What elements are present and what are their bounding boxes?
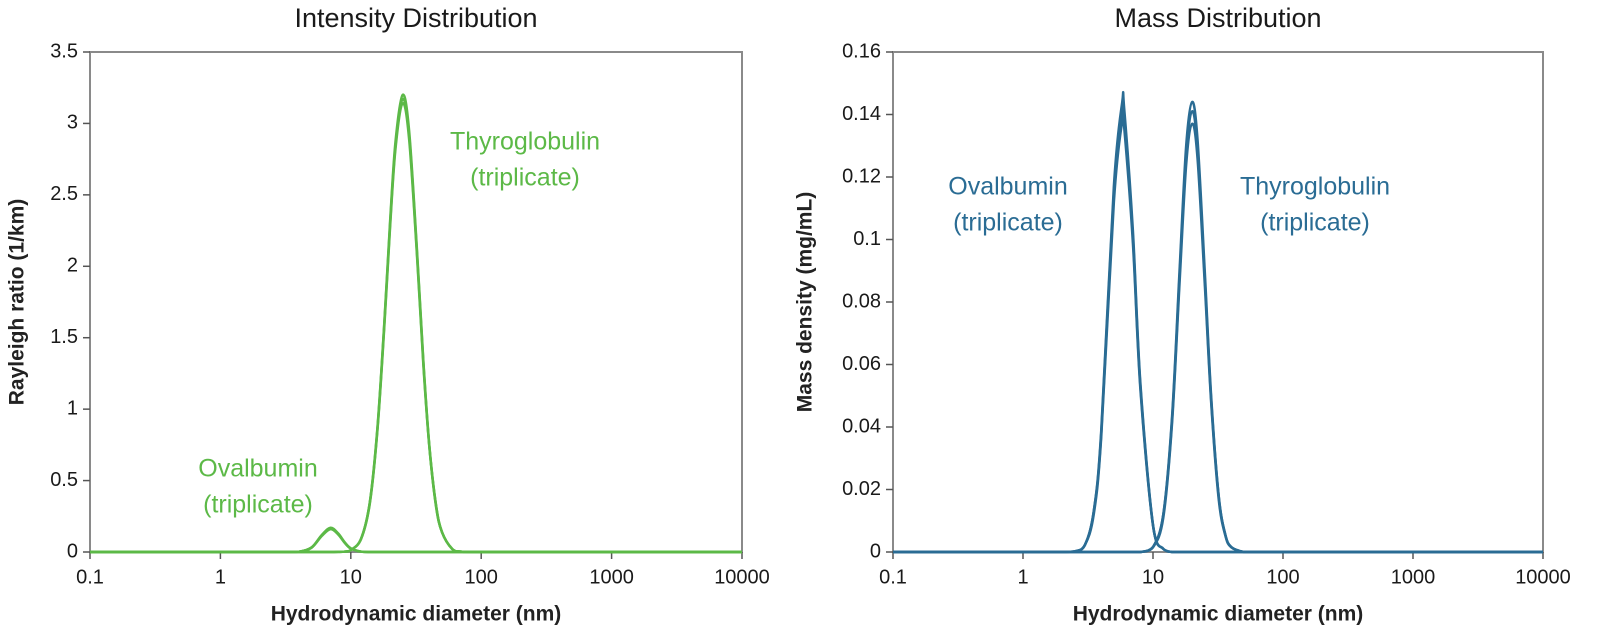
x-axis-label: Hydrodynamic diameter (nm) [271,603,562,626]
y-tick-label: 0.06 [842,353,881,375]
y-tick-label: 2.5 [50,183,78,205]
y-tick-label: 0 [67,540,78,562]
y-tick-label: 1 [67,397,78,419]
y-tick-label: 3.5 [50,40,78,62]
annotation: Ovalbumin [198,455,318,483]
data-line [90,526,742,554]
y-tick-label: 0 [870,540,881,562]
annotation: (triplicate) [203,491,313,519]
x-tick-label: 10 [1142,566,1164,588]
data-line [90,527,742,554]
x-tick-label: 100 [1266,566,1299,588]
x-tick-label: 10000 [714,566,770,588]
y-tick-label: 0.12 [842,165,881,187]
y-tick-label: 0.1 [853,228,881,250]
chart-title: Intensity Distribution [294,3,537,33]
x-tick-label: 10000 [1515,566,1571,588]
x-tick-label: 0.1 [879,566,907,588]
annotation: (triplicate) [1260,209,1370,237]
plot-frame [89,51,743,553]
data-line [90,97,742,554]
y-tick-label: 0.04 [842,415,881,437]
y-axis-label: Rayleigh ratio (1/km) [6,199,29,406]
x-tick-label: 1000 [589,566,634,588]
data-line [90,93,742,554]
annotation: (triplicate) [953,209,1063,237]
chart-panel: Intensity Distribution Hydrodynamic diame… [6,3,770,625]
y-tick-label: 0.02 [842,478,881,500]
x-tick-label: 100 [465,566,498,588]
annotation: Thyroglobulin [450,128,600,156]
y-tick-label: 1.5 [50,326,78,348]
x-tick-label: 1000 [1391,566,1436,588]
x-tick-label: 10 [340,566,362,588]
annotation: (triplicate) [470,164,580,192]
x-tick-label: 1 [215,566,226,588]
y-tick-label: 0.5 [50,469,78,491]
y-tick-label: 0.14 [842,103,881,125]
y-tick-label: 0.08 [842,290,881,312]
data-line [893,110,1543,554]
chart-panel: Mass Distribution Hydrodynamic diameter (… [794,3,1571,625]
data-line [893,122,1543,554]
x-tick-label: 0.1 [76,566,104,588]
y-tick-label: 3 [67,112,78,134]
x-tick-label: 1 [1017,566,1028,588]
annotation: Thyroglobulin [1240,173,1390,201]
y-tick-label: 0.16 [842,40,881,62]
annotation: Ovalbumin [948,173,1068,201]
y-axis-label: Mass density (mg/mL) [794,192,817,413]
data-line [90,102,742,554]
y-tick-label: 2 [67,255,78,277]
chart-title: Mass Distribution [1114,3,1321,33]
data-line [90,527,742,554]
x-axis-label: Hydrodynamic diameter (nm) [1073,603,1364,626]
